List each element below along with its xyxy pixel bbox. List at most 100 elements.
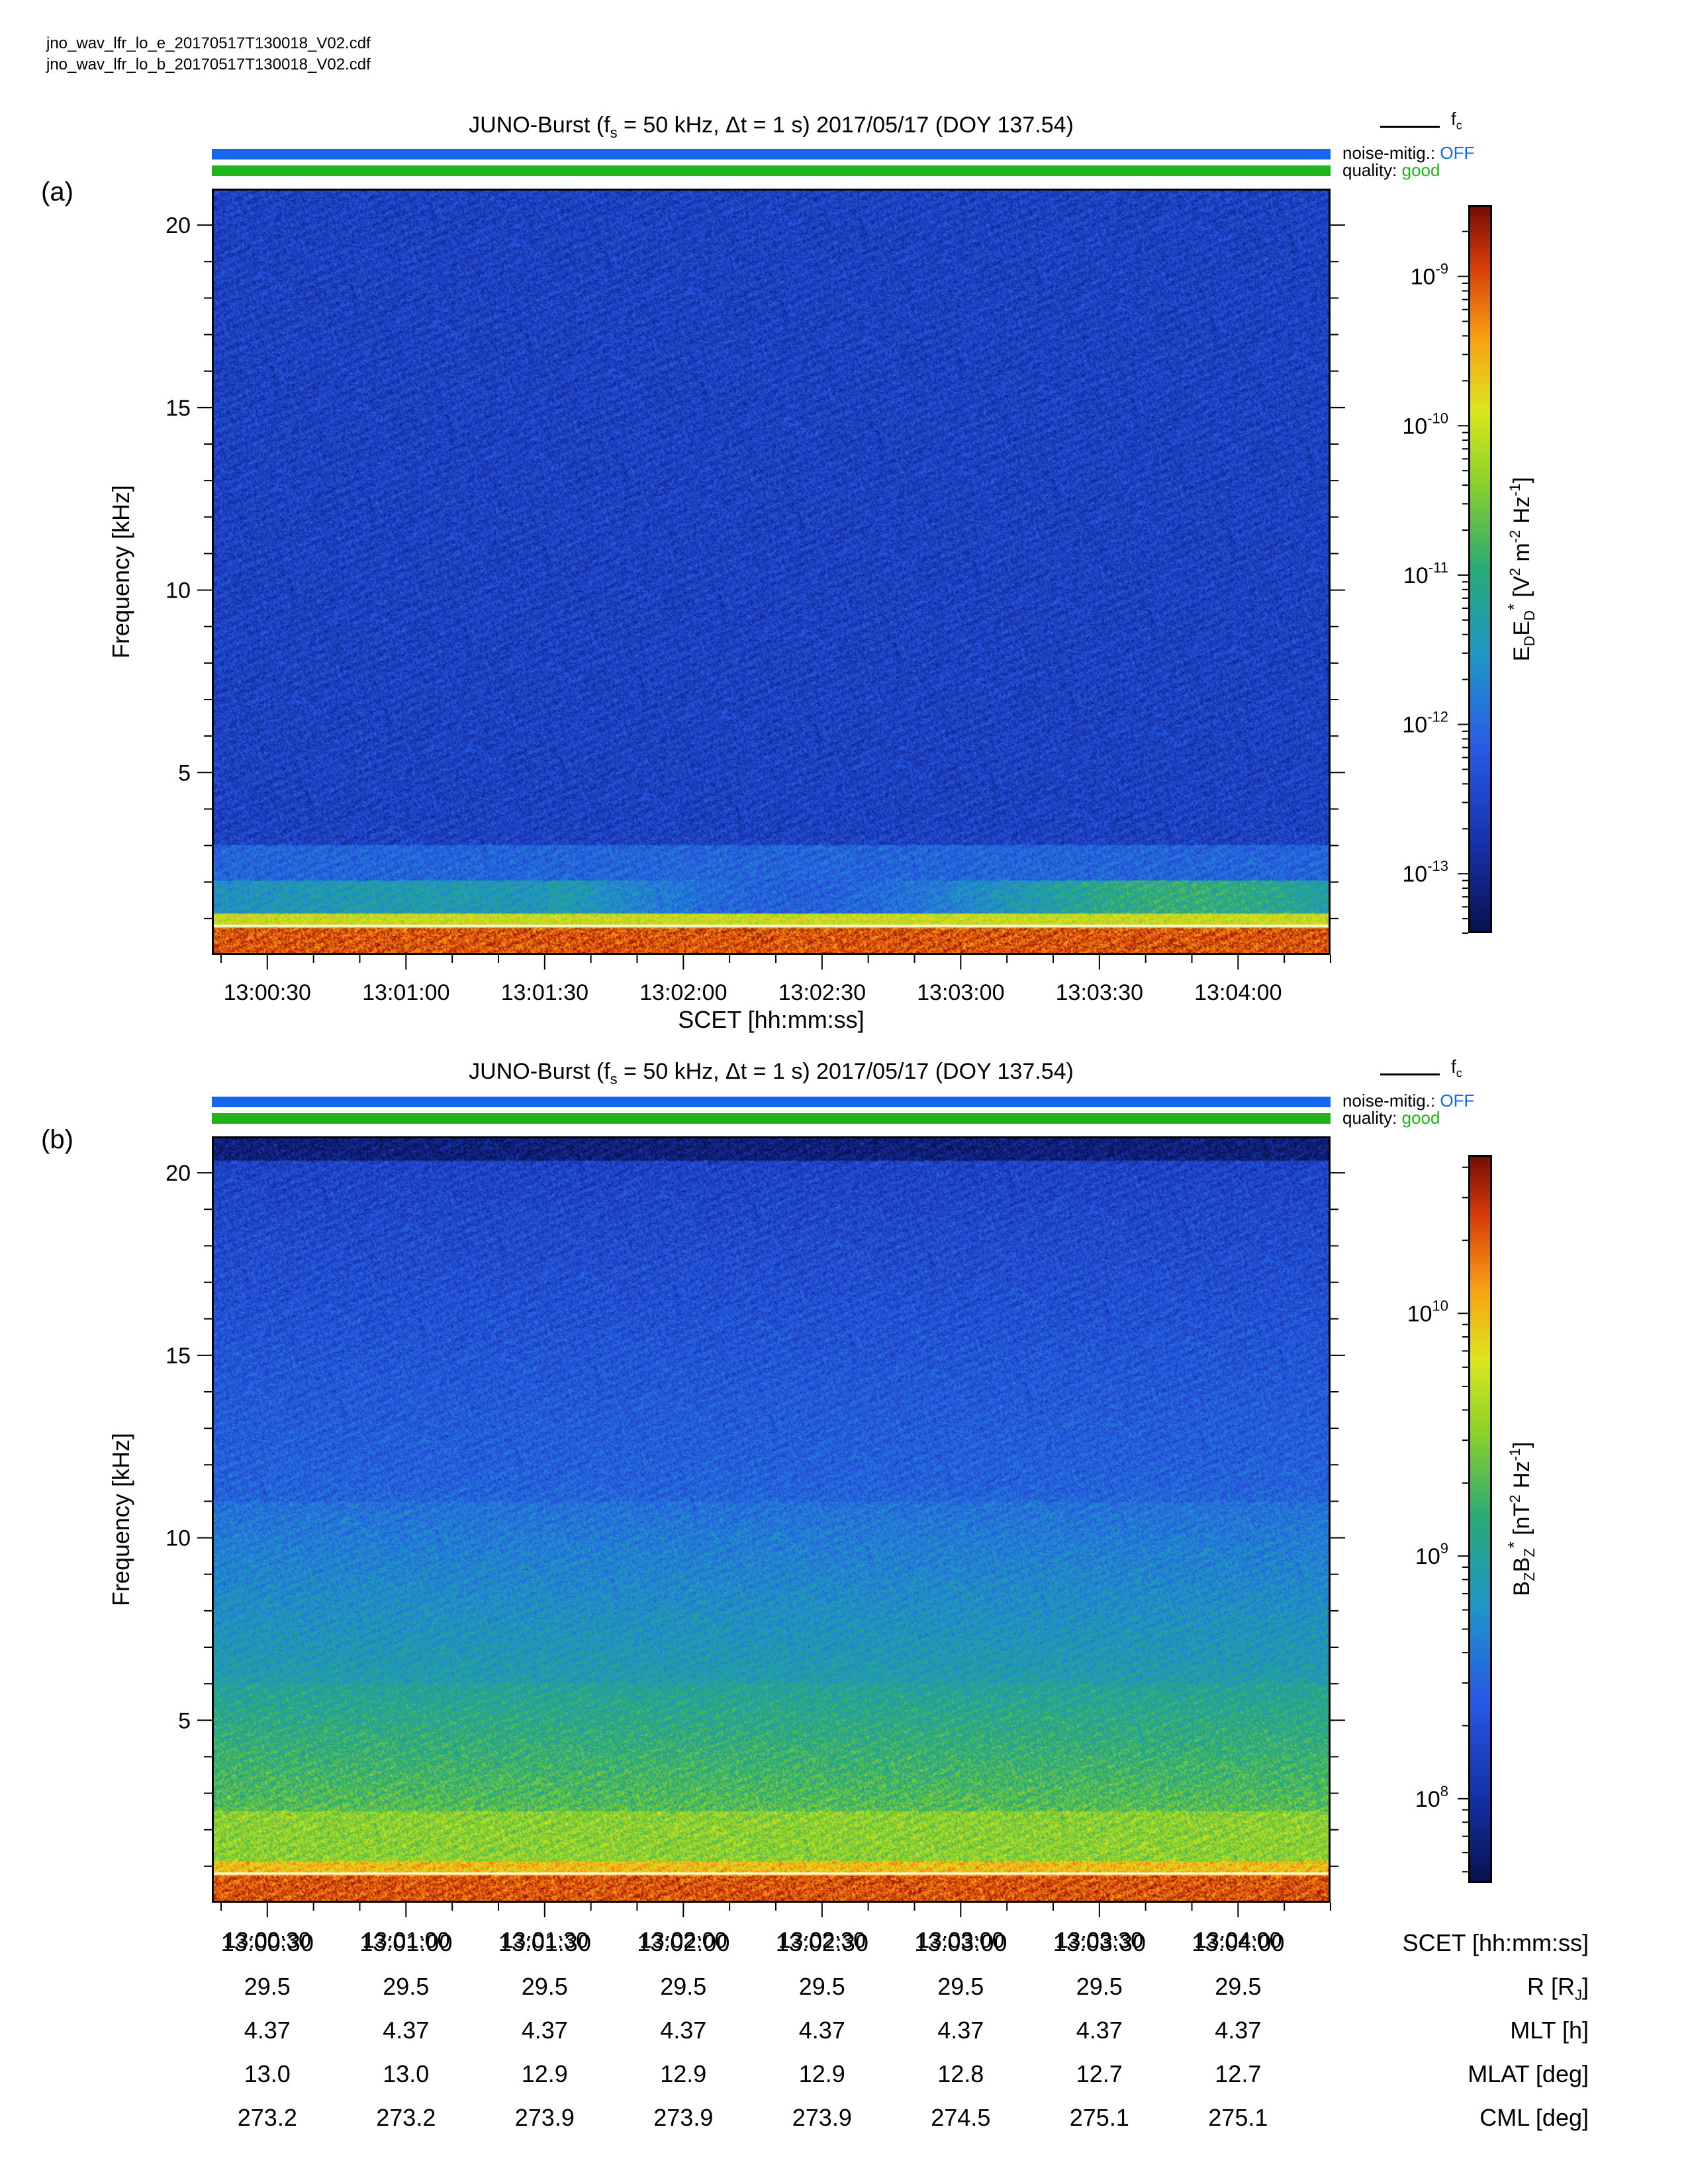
colorbar-a-gradient [1470,207,1490,931]
cbar-tick-base: 10 [1415,1544,1440,1569]
xtick-label-0-13:03:30: 13:03:30 [1056,980,1143,1005]
ephemeris-value: 4.37 [798,2017,845,2044]
cbar-tick-exponent: 10 [1432,1298,1448,1314]
cbar-tick-label-1-10: 1010 [1407,1298,1448,1327]
ephemeris-value: 12.7 [1215,2060,1262,2087]
fc-legend-line-a [1380,126,1440,128]
ephemeris-value: 13:03:00 [914,1929,1008,1956]
cbar-tick-base: 10 [1415,1787,1440,1812]
cbar-tick-exponent: -13 [1427,858,1448,874]
colorbar-title-part: [V [1509,576,1534,604]
ephemeris-value: 29.5 [660,1973,707,2000]
ephemeris-value: 273.9 [653,2104,714,2131]
ytick-label-0-15: 15 [165,396,191,421]
cbar-tick-label-0--12: 10-12 [1402,709,1448,738]
xtick-label-1-13:01:30: 13:01:30 [501,1928,588,1953]
colorbar-title-part: 2 [1507,1494,1523,1502]
ephemeris-row-label: MLAT [deg] [1468,2060,1589,2087]
cbar-tick-label-1-8: 108 [1415,1783,1448,1812]
ephemeris-value: 13.0 [244,2060,291,2087]
ephemeris-value: 12.9 [660,2060,707,2087]
spectrogram-a [212,189,1331,955]
colorbar-title-part: B [1509,1557,1534,1572]
cbar-tick-label-1-9: 109 [1415,1540,1448,1569]
xtick-label-1-13:03:00: 13:03:00 [917,1928,1004,1953]
colorbar-title-part: E [1509,647,1534,662]
quality-status-a: quality: good [1342,160,1440,180]
ephemeris-value: 29.5 [1215,1973,1262,2000]
ephemeris-value: 29.5 [521,1973,568,2000]
colorbar-title-part: 2 [1507,568,1523,576]
colorbar-title-part: D [1521,610,1538,621]
ephemeris-value: 275.1 [1069,2104,1129,2131]
cbar-tick-base: 10 [1411,265,1436,290]
xtick-label-0-13:02:30: 13:02:30 [778,980,866,1005]
cbar-tick-exponent: -11 [1429,559,1448,576]
colorbar-title-part: -2 [1507,530,1523,543]
ephemeris-value: 273.2 [376,2104,436,2131]
ephemeris-value: 4.37 [1215,2017,1262,2044]
ephemeris-value: 274.5 [931,2104,991,2131]
colorbar-title-part: * [1504,1541,1524,1548]
ephemeris-value: 13:03:30 [1053,1929,1146,1956]
ytick-label-1-10: 10 [165,1526,191,1551]
colorbar-title-part: ] [1509,1441,1534,1447]
panel-a-title: JUNO-Burst (fs = 50 kHz, Δt = 1 s) 2017/… [469,113,1074,141]
ephemeris-value: 4.37 [937,2017,984,2044]
cbar-tick-base: 10 [1402,414,1427,439]
quality-status-b: quality: good [1342,1108,1440,1128]
file-name-b: jno_wav_lfr_lo_b_20170517T130018_V02.cdf [46,56,371,73]
ytick-label-0-20: 20 [165,213,191,238]
ephemeris-value: 12.9 [521,2060,568,2087]
ephemeris-value: 13:00:30 [220,1929,314,1956]
cbar-tick-label-0--11: 10-11 [1403,559,1448,588]
ephemeris-value: 273.9 [514,2104,575,2131]
colorbar-title-part: m [1509,543,1534,568]
ephemeris-value: 12.9 [798,2060,845,2087]
ephemeris-value: 4.37 [383,2017,430,2044]
ephemeris-row-label: R [RJ] [1526,1973,1589,2004]
cbar-tick-exponent: -10 [1427,410,1448,426]
cbar-tick-base: 10 [1402,862,1427,887]
colorbar-title-part: ] [1509,477,1534,483]
panel-a-label: (a) [41,177,73,206]
spectrogram-a-image [214,191,1329,953]
noise-mitigation-bar-b [212,1097,1331,1107]
ytick-label-1-15: 15 [165,1343,191,1369]
cbar-tick-exponent: 8 [1440,1783,1448,1799]
colorbar-title-part: * [1504,604,1524,610]
quality-bar-a [212,165,1331,176]
ephemeris-value: 13.0 [383,2060,430,2087]
ephemeris-value: 273.2 [237,2104,297,2131]
ephemeris-value: 4.37 [244,2017,291,2044]
xtick-label-1-13:03:30: 13:03:30 [1056,1928,1143,1953]
file-name-e: jno_wav_lfr_lo_e_20170517T130018_V02.cdf [46,34,371,52]
colorbar-title-part: Hz [1509,1461,1534,1494]
panel-b-title: JUNO-Burst (fs = 50 kHz, Δt = 1 s) 2017/… [469,1059,1074,1087]
ephemeris-value: 29.5 [383,1973,430,2000]
ephemeris-value: 4.37 [521,2017,568,2044]
panel-b-label: (b) [41,1125,73,1154]
colorbar-b-gradient [1470,1157,1490,1881]
ephemeris-value: 12.7 [1076,2060,1123,2087]
ephemeris-value: 13:01:30 [498,1929,591,1956]
xtick-label-1-13:01:00: 13:01:00 [362,1928,449,1953]
colorbar-title-part: Z [1521,1548,1538,1557]
fc-legend-label-b: fc [1451,1056,1462,1080]
ephemeris-value: 275.1 [1208,2104,1268,2131]
colorbar-title-part: -1 [1507,483,1523,496]
ytick-label-0-5: 5 [178,760,191,786]
cbar-tick-exponent: -12 [1427,709,1448,725]
cbar-tick-label-0--13: 10-13 [1402,858,1448,887]
colorbar-a [1468,205,1492,933]
xaxis-title-0: SCET [hh:mm:ss] [678,1006,864,1033]
cbar-tick-label-0--10: 10-10 [1402,410,1448,439]
ephemeris-row-label: SCET [hh:mm:ss] [1402,1929,1589,1956]
cbar-tick-label-0--9: 10-9 [1411,261,1448,290]
ephemeris-value: 29.5 [798,1973,845,2000]
ephemeris-value: 4.37 [660,2017,707,2044]
xtick-label-1-13:02:00: 13:02:00 [639,1928,727,1953]
yaxis-title-0: Frequency [kHz] [107,485,134,659]
xtick-label-0-13:03:00: 13:03:00 [917,980,1004,1005]
